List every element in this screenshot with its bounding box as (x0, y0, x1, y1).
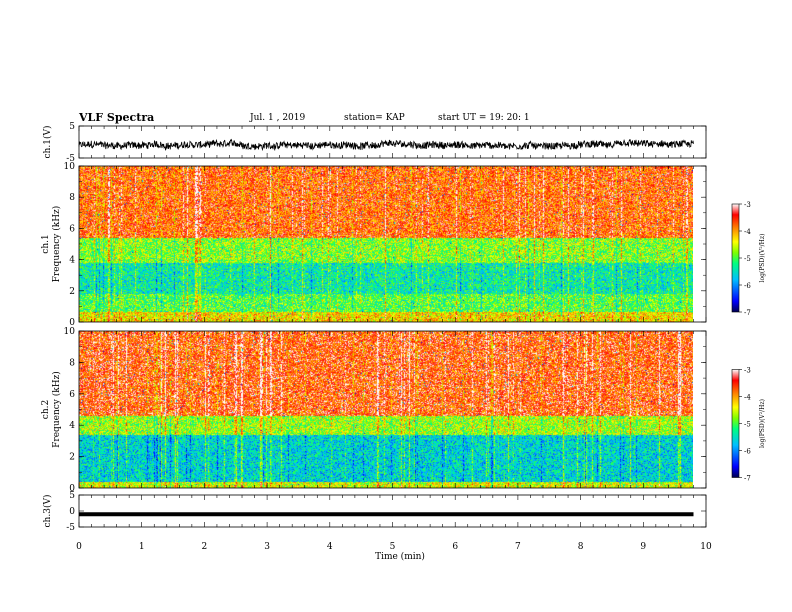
ch1-spectrogram-y-tick-label: 6 (69, 224, 75, 234)
x-tick-label: 7 (515, 542, 521, 552)
ch2-colorbar-tick-label: -4 (744, 394, 751, 402)
ch1-colorbar-tick-label: -7 (744, 309, 751, 317)
date-label: Jul. 1 , 2019 (250, 113, 306, 123)
ch2-spectrogram-y-tick-label: 0 (69, 484, 75, 494)
ch3-waveform-ylabel: ch.3(V) (42, 495, 53, 528)
ch2-colorbar-tick-label: -7 (744, 475, 751, 483)
ch1-colorbar-tick-label: -4 (744, 228, 751, 236)
ch1-waveform-ylabel: ch.1(V) (42, 126, 53, 159)
x-tick-label: 4 (327, 542, 333, 552)
ch2-colorbar-tick-label: -3 (744, 367, 751, 375)
start-time-label: start UT = 19: 20: 1 (438, 113, 530, 123)
x-tick-label: 3 (264, 542, 270, 552)
ch1-spectrogram-y-tick-label: 10 (64, 162, 76, 172)
ch2-frequency-ylabel: Frequency (kHz) (51, 371, 62, 448)
ch1-spectrogram-ylabel: ch.1 (41, 234, 51, 253)
ch2-spectrogram-y-tick-label: 2 (69, 453, 75, 463)
ch1-spectrogram-y-tick-label: 2 (69, 287, 75, 297)
x-tick-label: 8 (578, 542, 584, 552)
ch1-colorbar-bar (731, 203, 740, 313)
ch2-colorbar-tick-label: -6 (744, 448, 751, 456)
x-tick-label: 6 (452, 542, 458, 552)
ch1-colorbar-tick-label: -6 (744, 282, 751, 290)
station-label: station= KAP (344, 113, 405, 123)
ch2-spectrogram-ylabel: ch.2 (41, 400, 51, 419)
ch1-colorbar-tick-label: -5 (744, 255, 751, 263)
ch2-spectrogram-y-tick-label: 4 (69, 421, 75, 431)
ch1-spectrogram-y-tick-label: 4 (69, 256, 75, 266)
x-tick-label: 1 (139, 542, 145, 552)
ch1-colorbar-tick-label: -3 (744, 201, 751, 209)
ch1-spectrogram-y-tick-label: 8 (69, 193, 75, 203)
ch2-spectrogram-y-tick-label: 8 (69, 358, 75, 368)
x-tick-label: 5 (390, 542, 396, 552)
ch1-waveform-y-tick-label: 5 (69, 122, 75, 132)
ch1-frequency-ylabel: Frequency (kHz) (51, 206, 62, 283)
x-tick-label: 10 (700, 542, 712, 552)
ch2-spectrogram-y-tick-label: 10 (64, 327, 76, 337)
ch1-waveform-trace (78, 138, 694, 152)
ch1-waveform-y-tick-label: -5 (66, 154, 75, 164)
ch3-waveform-y-tick-label: 0 (69, 507, 75, 517)
ch2-colorbar-tick-label: -5 (744, 421, 751, 429)
ch3-waveform-y-tick-label: 5 (69, 491, 75, 501)
x-tick-label: 0 (76, 542, 82, 552)
ch2-colorbar-label: log(PSD)(V²/Hz) (759, 399, 766, 448)
x-tick-label: 9 (640, 542, 646, 552)
ch1-colorbar-label: log(PSD)(V²/Hz) (759, 234, 766, 283)
ch2-colorbar-bar (731, 369, 740, 478)
x-tick-label: 2 (202, 542, 208, 552)
ch1-spectrogram-y-tick-label: 0 (69, 318, 75, 328)
ch2-spectrogram-image (79, 331, 693, 488)
ch2-spectrogram-y-tick-label: 6 (69, 390, 75, 400)
x-axis-label: Time (min) (375, 551, 425, 562)
ch1-spectrogram-image (79, 166, 693, 322)
ch3-waveform-y-tick-label: -5 (66, 523, 75, 533)
chart-title: VLF Spectra (79, 111, 155, 124)
